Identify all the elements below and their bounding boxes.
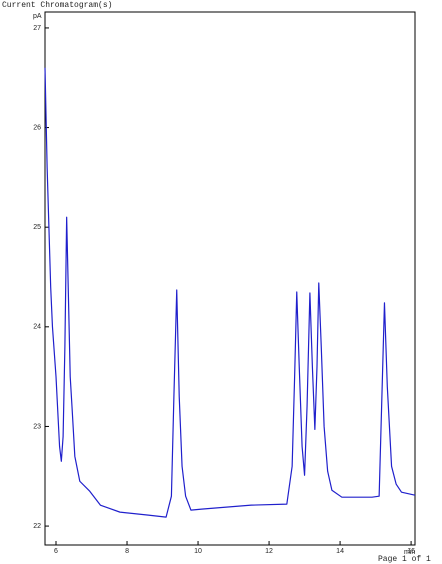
y-tick-label: 27	[33, 25, 41, 32]
plot-frame	[44, 11, 416, 546]
y-axis-label: pA	[33, 13, 42, 20]
footer: Page 1 of 1	[378, 555, 431, 564]
chart-title: Current Chromatogram(s)	[2, 1, 112, 10]
y-tick-label: 22	[33, 523, 41, 530]
x-tick-label: 14	[336, 548, 344, 555]
x-tick-label: 8	[125, 548, 129, 555]
y-tick-label: 23	[33, 423, 41, 430]
y-tick-label: 25	[33, 224, 41, 231]
x-tick-label: 6	[54, 548, 58, 555]
y-tick-label: 24	[33, 324, 41, 331]
x-axis-label: min	[404, 549, 415, 556]
x-tick-label: 10	[194, 548, 202, 555]
trace	[44, 67, 416, 518]
x-tick-label: 16	[407, 548, 415, 555]
y-tick-label: 26	[33, 124, 41, 131]
x-tick-label: 12	[265, 548, 273, 555]
